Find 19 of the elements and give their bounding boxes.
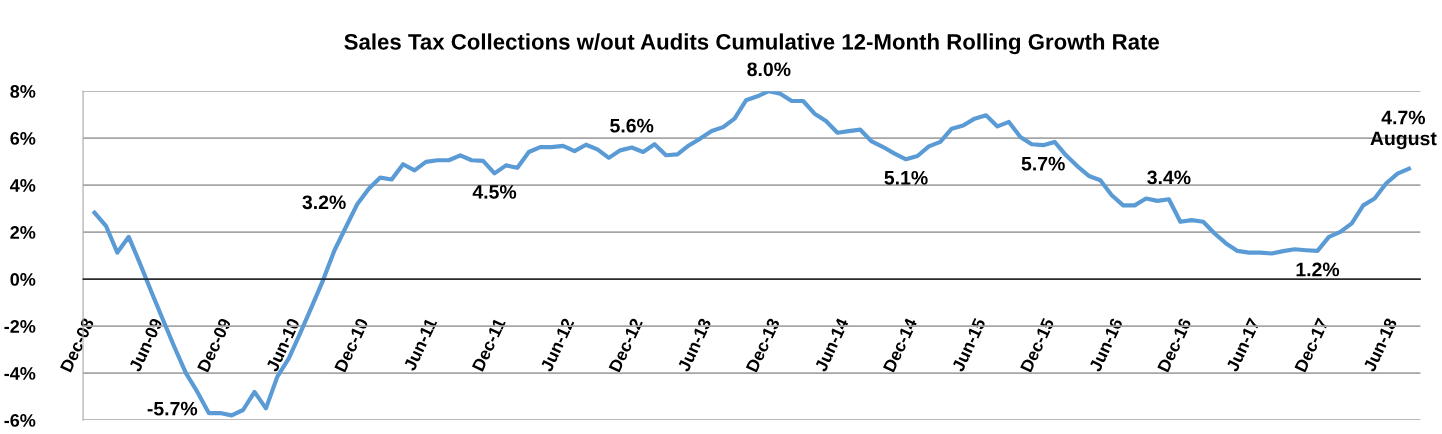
y-tick-label: 2% (10, 226, 36, 239)
y-tick-label: -4% (4, 367, 36, 380)
y-tick-label: -2% (4, 320, 36, 333)
annotation: 8.0% (747, 62, 791, 77)
y-tick-label: 8% (10, 85, 36, 98)
annotation: -5.7% (147, 401, 198, 416)
y-tick-label: 0% (10, 273, 36, 286)
chart-title: Sales Tax Collections w/out Audits Cumulative 12-Month Rolling Growth Rate (344, 33, 1160, 55)
annotation: 5.1% (884, 170, 928, 185)
annotation: 5.6% (610, 118, 654, 133)
y-tick-label: 6% (10, 132, 36, 145)
annotation: 5.7% (1021, 156, 1065, 171)
annotation: 1.2% (1296, 262, 1340, 277)
annotation: 4.7% August (1370, 110, 1437, 150)
y-tick-label: -6% (4, 414, 36, 427)
annotation: 3.4% (1147, 170, 1191, 185)
annotation: 3.2% (302, 195, 346, 210)
y-tick-label: 4% (10, 179, 36, 192)
annotation: 4.5% (472, 185, 517, 199)
